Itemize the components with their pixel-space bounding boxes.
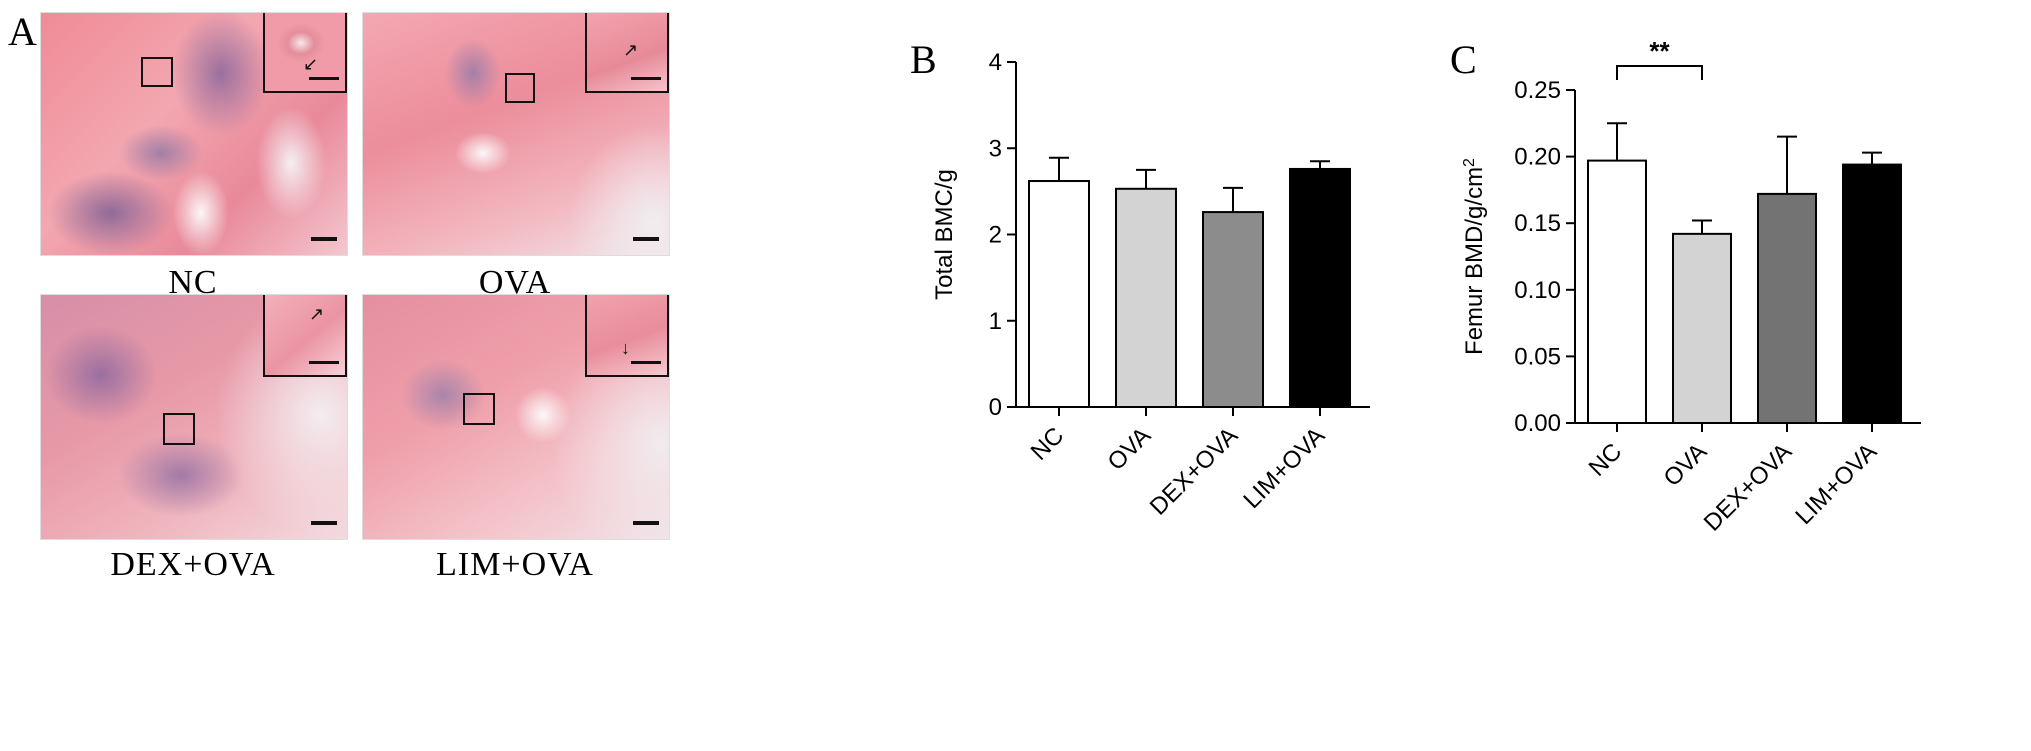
bmd-bar-chart: 0.00 0.05 0.10 0.15 0.20 0.25 Femur BMD/g/cm2 N… <box>1461 36 1921 537</box>
micrograph-ova: ↗ <box>362 12 670 256</box>
y-tick-label: 0.25 <box>1514 77 1561 104</box>
y-tick-label: 4 <box>989 49 1002 76</box>
arrow-icon: ↓ <box>621 338 630 358</box>
micrograph-dex-ova: ↗ <box>40 294 348 540</box>
y-tick-label: 0.00 <box>1514 410 1561 437</box>
inset-scale-bar <box>631 361 661 364</box>
y-tick-label: 0.10 <box>1514 277 1561 304</box>
bar <box>1028 180 1090 408</box>
scale-bar <box>311 237 337 241</box>
y-axis-label: Femur BMD/g/cm2 <box>1461 158 1489 355</box>
inset-scale-bar <box>309 77 339 80</box>
y-tick-label: 0.15 <box>1514 210 1561 237</box>
x-tick-label: OVA <box>1103 422 1157 476</box>
panel-letter-b: B <box>910 37 937 82</box>
inset-magnified: ↗ <box>585 13 669 93</box>
scale-bar <box>311 521 337 525</box>
panel-letter-a: A <box>8 9 37 54</box>
bar <box>1115 187 1177 408</box>
panel-letter-c: C <box>1450 37 1477 82</box>
significance-label: ** <box>1649 36 1670 66</box>
micrograph-nc: ↙ <box>40 12 348 256</box>
micrograph-label-lim-ova: LIM+OVA <box>436 546 594 583</box>
arrow-icon: ↗ <box>309 304 325 324</box>
x-tick-label: LIM+OVA <box>1238 422 1330 514</box>
arrow-icon: ↗ <box>623 40 639 60</box>
inset-scale-bar <box>309 361 339 364</box>
y-tick-label: 0.05 <box>1514 343 1561 370</box>
roi-box <box>505 73 535 103</box>
inset-magnified: ↓ <box>585 295 669 377</box>
bar <box>1587 159 1647 424</box>
micrograph-lim-ova: ↓ <box>362 294 670 540</box>
inset-magnified: ↗ <box>263 295 347 377</box>
x-tick-label: NC <box>1584 438 1628 482</box>
y-tick-label: 0.20 <box>1514 144 1561 171</box>
bar <box>1672 232 1732 424</box>
inset-magnified: ↙ <box>263 13 347 93</box>
y-tick-label: 2 <box>989 222 1002 249</box>
x-tick-label: DEX+OVA <box>1699 438 1797 536</box>
y-axis-label: Total BMC/g <box>931 169 958 300</box>
y-tick-label: 0 <box>989 394 1002 421</box>
micrograph-label-dex-ova: DEX+OVA <box>110 546 276 583</box>
inset-scale-bar <box>631 77 661 80</box>
roi-box <box>141 57 173 87</box>
y-tick-label: 1 <box>989 308 1002 335</box>
bar <box>1757 192 1817 424</box>
x-tick-label: NC <box>1026 422 1070 466</box>
x-tick-label: LIM+OVA <box>1790 438 1882 530</box>
bar <box>1289 167 1351 408</box>
roi-box <box>163 413 195 445</box>
arrow-icon: ↙ <box>303 54 319 74</box>
bar <box>1202 211 1264 408</box>
scale-bar <box>633 237 659 241</box>
bar <box>1842 163 1902 424</box>
y-axis-label-superscript: 2 <box>1461 158 1478 167</box>
x-tick-label: OVA <box>1659 438 1713 492</box>
roi-box <box>463 393 495 425</box>
y-tick-label: 3 <box>989 135 1002 162</box>
significance-bracket <box>1616 65 1703 80</box>
x-tick-label: DEX+OVA <box>1145 422 1243 520</box>
scale-bar <box>633 521 659 525</box>
